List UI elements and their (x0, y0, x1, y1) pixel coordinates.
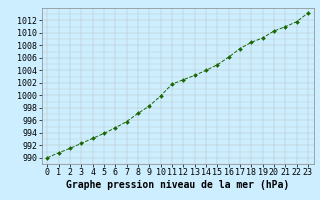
X-axis label: Graphe pression niveau de la mer (hPa): Graphe pression niveau de la mer (hPa) (66, 180, 289, 190)
